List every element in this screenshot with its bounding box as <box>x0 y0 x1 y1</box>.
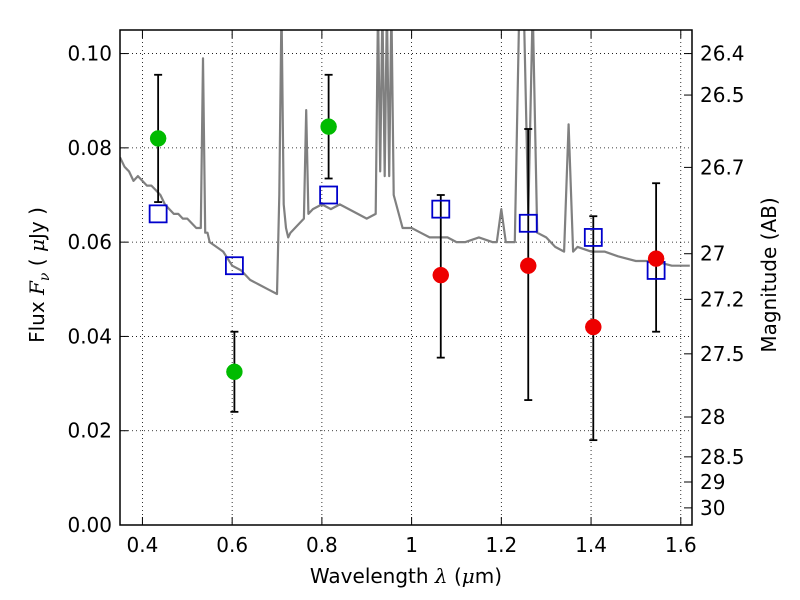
y-axis-title: Flux Fν ( μJy ) <box>25 207 53 343</box>
spectrum-line <box>120 30 690 296</box>
y-tick-label: 0.08 <box>67 136 112 160</box>
model-flux-square <box>319 185 339 205</box>
observed-flux-point <box>585 318 602 336</box>
model-flux-square <box>431 199 451 219</box>
mag-tick-label: 27.2 <box>700 287 745 311</box>
y2-axis-title: Magnitude (AB) <box>757 197 781 352</box>
y-tick-label: 0.00 <box>67 513 112 537</box>
mag-tick-label: 28.5 <box>700 445 745 469</box>
model-flux-square <box>148 204 168 224</box>
observed-flux-point <box>226 363 243 381</box>
x-tick-label: 0.6 <box>216 533 248 557</box>
axis-ticks: 0.4 0.6 0.8 1 1.2 1.4 1.6 0.00 0.02 0.04 0.06 0.08 0… <box>67 30 745 557</box>
observed-flux-point <box>149 130 167 147</box>
mag-tick-label: 26.4 <box>700 42 745 66</box>
x-tick-label: 0.4 <box>127 533 159 557</box>
observed-flux-point <box>320 118 337 135</box>
observed-flux-point <box>520 257 537 274</box>
x-tick-label: 1.4 <box>575 533 607 557</box>
grid-lines <box>120 30 692 526</box>
x-tick-label: 1 <box>405 533 418 557</box>
model-flux-square <box>224 256 244 276</box>
y-tick-label: 0.06 <box>67 230 112 254</box>
x-tick-label: 1.6 <box>665 533 697 557</box>
model-flux-square <box>518 213 538 233</box>
mag-tick-label: 30 <box>700 496 725 520</box>
mag-tick-label: 27.5 <box>700 342 745 366</box>
mag-tick-label: 26.7 <box>700 155 745 179</box>
x-axis-title: Wavelength λ (μm) <box>310 564 502 588</box>
y-tick-label: 0.02 <box>67 419 112 443</box>
plot-frame <box>119 29 693 526</box>
mag-tick-label: 26.5 <box>700 83 745 107</box>
observed-flux-point <box>432 266 450 284</box>
x-tick-label: 1.2 <box>485 533 517 557</box>
y-tick-label: 0.10 <box>67 42 112 66</box>
observed-flux-point <box>647 250 665 267</box>
mag-tick-label: 28 <box>700 405 725 429</box>
data-markers <box>148 118 666 381</box>
mag-tick-label: 27 <box>700 242 725 266</box>
x-tick-label: 0.8 <box>306 533 338 557</box>
mag-tick-label: 29 <box>700 470 725 494</box>
model-flux-square <box>583 228 603 247</box>
spectrum-layer <box>120 30 690 296</box>
y-tick-label: 0.04 <box>67 324 112 348</box>
